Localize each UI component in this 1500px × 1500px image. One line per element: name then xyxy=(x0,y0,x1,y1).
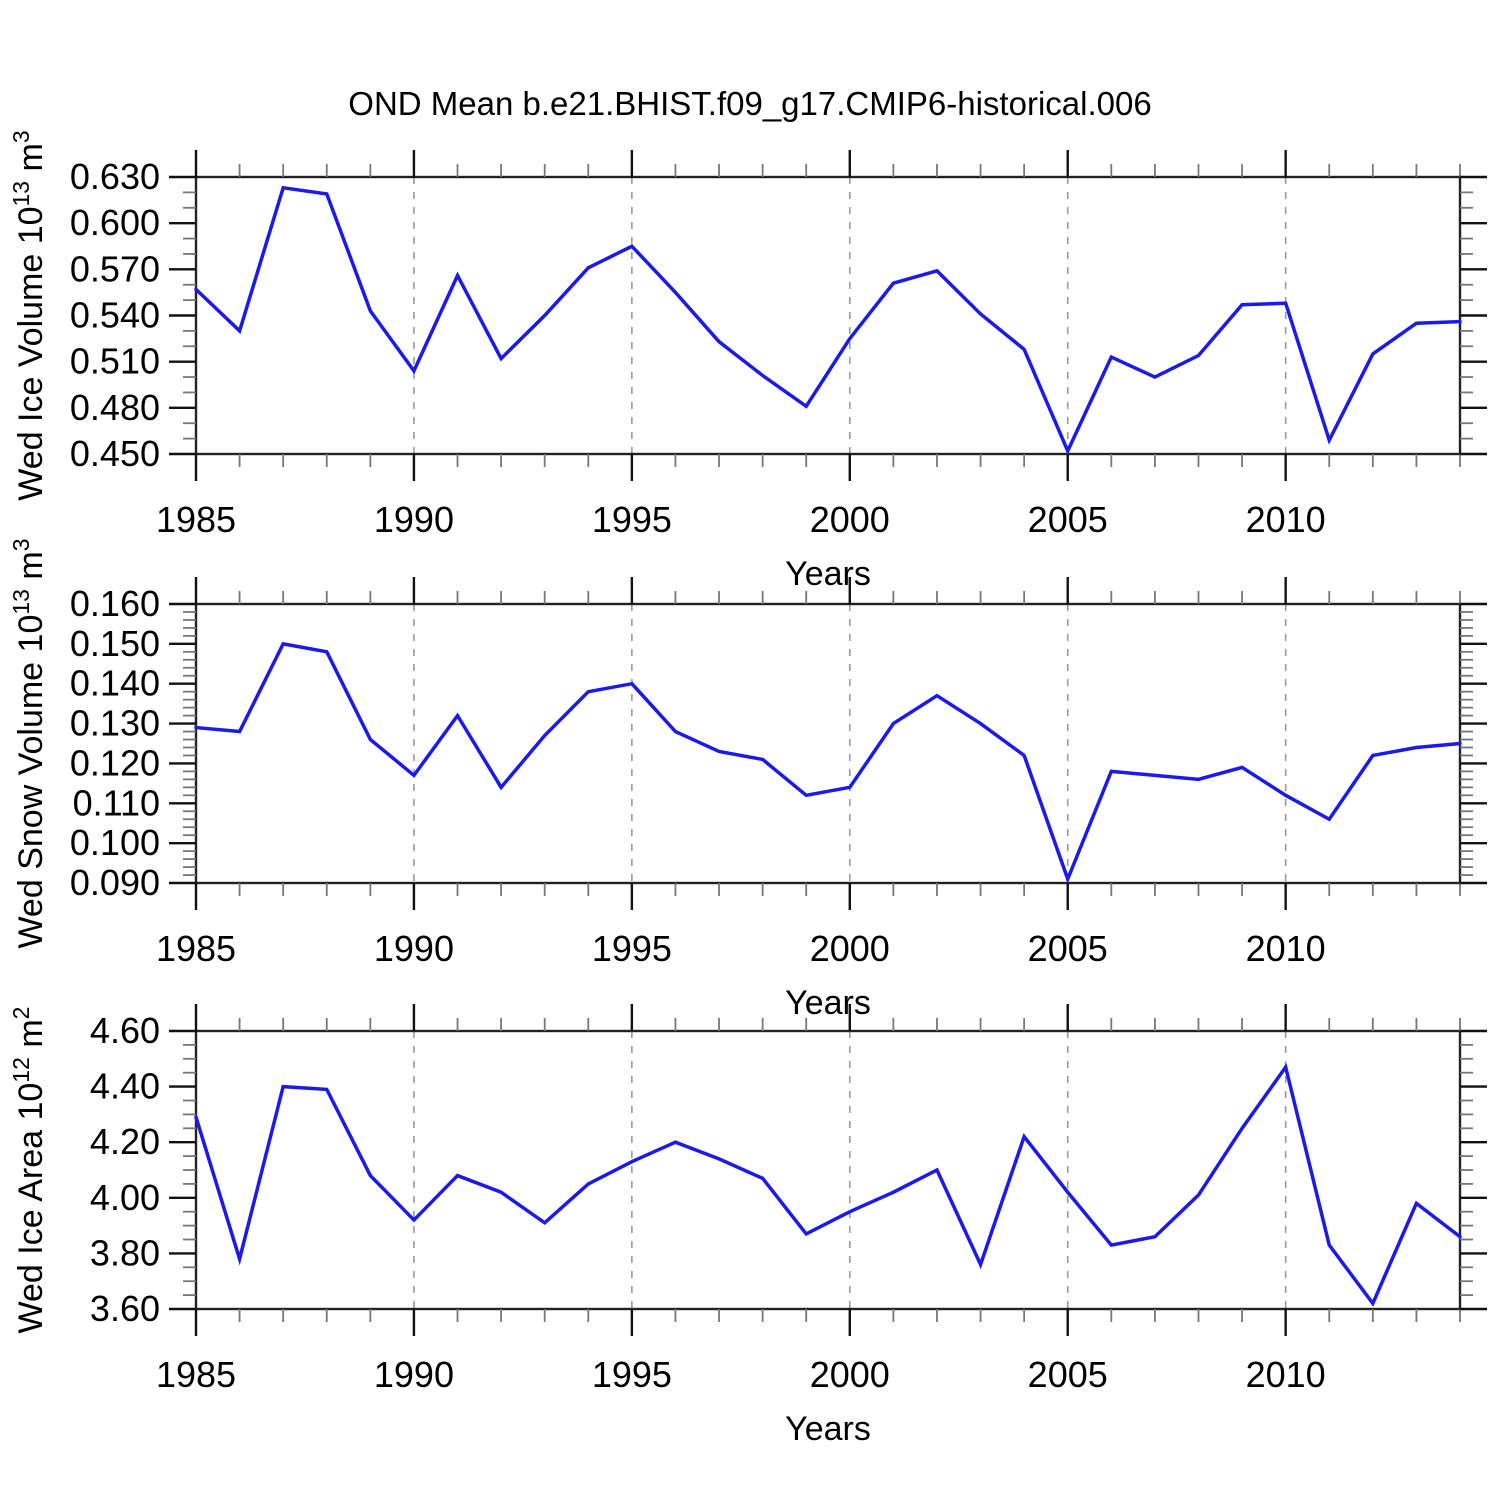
x-axis-title: Years xyxy=(785,984,871,1022)
y-tick-label: 0.570 xyxy=(70,248,160,289)
page-title: OND Mean b.e21.BHIST.f09_g17.CMIP6-histo… xyxy=(348,85,1152,122)
x-tick-label: 2010 xyxy=(1246,1354,1326,1395)
y-axis-title: Wed Ice Volume 1013 m3 xyxy=(8,130,50,500)
panel-ice-volume: 0.450 0.480 0.510 0.540 0.570 0.600 0.630 1985 1… xyxy=(8,130,1487,593)
y-tick-label: 4.40 xyxy=(90,1066,160,1107)
x-axis-title: Years xyxy=(785,1410,871,1448)
x-tick-label: 2010 xyxy=(1246,499,1326,540)
x-tick-label: 2005 xyxy=(1028,1354,1108,1395)
y-tick-label: 0.630 xyxy=(70,156,160,197)
plot-frame xyxy=(194,1029,1462,1311)
x-tick-label: 2000 xyxy=(810,499,890,540)
y-tick-label: 0.110 xyxy=(73,782,160,823)
x-tick-label: 2010 xyxy=(1246,928,1326,969)
y-tick-label: 0.150 xyxy=(70,623,160,664)
y-tick-label: 4.00 xyxy=(90,1177,160,1218)
x-tick-label: 1985 xyxy=(156,1354,236,1395)
x-tick-label: 1985 xyxy=(156,499,236,540)
y-tick-label: 0.160 xyxy=(70,583,160,624)
y-tick-label: 0.600 xyxy=(70,202,160,243)
x-axis-title: Years xyxy=(785,555,871,593)
y-tick-label: 0.130 xyxy=(70,703,160,744)
x-tick-label: 1995 xyxy=(592,928,672,969)
y-tick-label: 0.510 xyxy=(70,341,160,382)
x-tick-label: 1995 xyxy=(592,1354,672,1395)
plot-frame xyxy=(194,602,1462,885)
y-tick-label: 4.20 xyxy=(90,1121,160,1162)
x-tick-label: 2005 xyxy=(1028,499,1108,540)
x-tick-label: 2005 xyxy=(1028,928,1108,969)
y-tick-label: 0.450 xyxy=(70,433,160,474)
y-tick-label: 3.60 xyxy=(90,1288,160,1329)
x-tick-label: 2000 xyxy=(810,928,890,969)
y-tick-label: 0.140 xyxy=(70,663,160,704)
y-tick-label: 4.60 xyxy=(90,1010,160,1051)
y-axis-title: Wed Ice Area 1012 m2 xyxy=(8,1007,50,1334)
x-tick-label: 1995 xyxy=(592,499,672,540)
series-line-ice-volume xyxy=(194,185,1462,456)
y-axis-title: Wed Snow Volume 1013 m3 xyxy=(8,538,50,948)
series-line-snow-volume xyxy=(194,641,1462,884)
x-tick-label: 1990 xyxy=(374,1354,454,1395)
x-tick-label: 2000 xyxy=(810,1354,890,1395)
series-line-ice-area xyxy=(194,1063,1462,1307)
y-tick-label: 0.120 xyxy=(70,742,160,783)
x-tick-label: 1990 xyxy=(374,928,454,969)
panel-snow-volume: 0.0900.1000.1100.1200.1300.1400.1500.160… xyxy=(8,538,1487,1022)
panel-ice-area: 3.60 3.80 4.00 4.20 4.40 4.60 1985 1990 1995 2000… xyxy=(8,1004,1487,1448)
y-tick-label: 3.80 xyxy=(90,1232,160,1273)
plot-frame xyxy=(194,175,1462,456)
x-tick-label: 1985 xyxy=(156,928,236,969)
y-tick-label: 0.100 xyxy=(70,822,160,863)
x-tick-label: 1990 xyxy=(374,499,454,540)
y-tick-label: 0.540 xyxy=(70,295,160,336)
y-tick-label: 0.480 xyxy=(70,387,160,428)
y-tick-label: 0.090 xyxy=(70,862,160,903)
